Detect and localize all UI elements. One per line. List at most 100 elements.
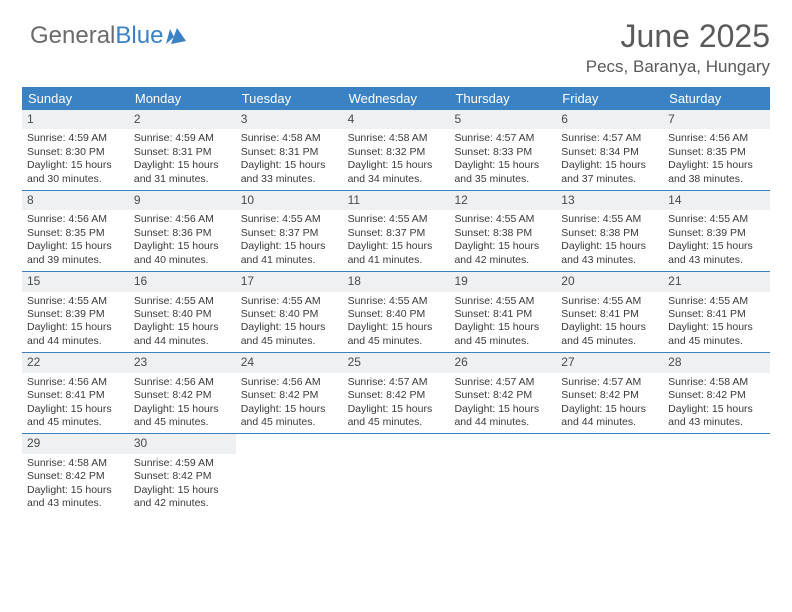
calendar-cell: 5Sunrise: 4:57 AMSunset: 8:33 PMDaylight… bbox=[449, 110, 556, 190]
sunrise-line: Sunrise: 4:56 AM bbox=[134, 213, 231, 226]
daylight-line: Daylight: 15 hours and 41 minutes. bbox=[348, 240, 445, 267]
day-number: 19 bbox=[449, 272, 556, 291]
day-header-row: SundayMondayTuesdayWednesdayThursdayFrid… bbox=[22, 87, 770, 110]
day-header: Tuesday bbox=[236, 87, 343, 110]
sunrise-line: Sunrise: 4:58 AM bbox=[27, 457, 124, 470]
day-number: 17 bbox=[236, 272, 343, 291]
cell-body: Sunrise: 4:56 AMSunset: 8:35 PMDaylight:… bbox=[22, 210, 129, 271]
calendar-cell: 20Sunrise: 4:55 AMSunset: 8:41 PMDayligh… bbox=[556, 272, 663, 352]
day-number: 10 bbox=[236, 191, 343, 210]
calendar-cell: 28Sunrise: 4:58 AMSunset: 8:42 PMDayligh… bbox=[663, 353, 770, 433]
sunrise-line: Sunrise: 4:55 AM bbox=[348, 213, 445, 226]
sunrise-line: Sunrise: 4:57 AM bbox=[348, 376, 445, 389]
sunset-line: Sunset: 8:41 PM bbox=[561, 308, 658, 321]
cell-body: Sunrise: 4:58 AMSunset: 8:32 PMDaylight:… bbox=[343, 129, 450, 190]
daylight-line: Daylight: 15 hours and 45 minutes. bbox=[241, 403, 338, 430]
sunset-line: Sunset: 8:33 PM bbox=[454, 146, 551, 159]
daylight-line: Daylight: 15 hours and 42 minutes. bbox=[454, 240, 551, 267]
logo: GeneralBlue bbox=[30, 22, 187, 50]
calendar-cell: 30Sunrise: 4:59 AMSunset: 8:42 PMDayligh… bbox=[129, 434, 236, 514]
day-number: 9 bbox=[129, 191, 236, 210]
day-header: Wednesday bbox=[343, 87, 450, 110]
cell-body: Sunrise: 4:55 AMSunset: 8:39 PMDaylight:… bbox=[22, 292, 129, 353]
sunrise-line: Sunrise: 4:55 AM bbox=[561, 295, 658, 308]
cell-body: Sunrise: 4:58 AMSunset: 8:31 PMDaylight:… bbox=[236, 129, 343, 190]
sunrise-line: Sunrise: 4:55 AM bbox=[454, 213, 551, 226]
sunset-line: Sunset: 8:42 PM bbox=[134, 470, 231, 483]
sunset-line: Sunset: 8:40 PM bbox=[134, 308, 231, 321]
cell-body: Sunrise: 4:55 AMSunset: 8:37 PMDaylight:… bbox=[236, 210, 343, 271]
calendar-cell: 24Sunrise: 4:56 AMSunset: 8:42 PMDayligh… bbox=[236, 353, 343, 433]
day-number: 11 bbox=[343, 191, 450, 210]
daylight-line: Daylight: 15 hours and 45 minutes. bbox=[454, 321, 551, 348]
calendar-cell: 26Sunrise: 4:57 AMSunset: 8:42 PMDayligh… bbox=[449, 353, 556, 433]
cell-body: Sunrise: 4:57 AMSunset: 8:33 PMDaylight:… bbox=[449, 129, 556, 190]
sunset-line: Sunset: 8:42 PM bbox=[561, 389, 658, 402]
calendar-cell bbox=[343, 434, 450, 514]
sunrise-line: Sunrise: 4:55 AM bbox=[454, 295, 551, 308]
day-number: 24 bbox=[236, 353, 343, 372]
daylight-line: Daylight: 15 hours and 45 minutes. bbox=[348, 321, 445, 348]
sunrise-line: Sunrise: 4:58 AM bbox=[241, 132, 338, 145]
calendar-cell: 1Sunrise: 4:59 AMSunset: 8:30 PMDaylight… bbox=[22, 110, 129, 190]
daylight-line: Daylight: 15 hours and 43 minutes. bbox=[668, 403, 765, 430]
sunset-line: Sunset: 8:31 PM bbox=[241, 146, 338, 159]
sunset-line: Sunset: 8:40 PM bbox=[241, 308, 338, 321]
sunrise-line: Sunrise: 4:59 AM bbox=[27, 132, 124, 145]
calendar-cell: 27Sunrise: 4:57 AMSunset: 8:42 PMDayligh… bbox=[556, 353, 663, 433]
daylight-line: Daylight: 15 hours and 43 minutes. bbox=[27, 484, 124, 511]
logo-text-gray: General bbox=[30, 22, 115, 50]
daylight-line: Daylight: 15 hours and 43 minutes. bbox=[668, 240, 765, 267]
sunrise-line: Sunrise: 4:55 AM bbox=[561, 213, 658, 226]
week-row: 29Sunrise: 4:58 AMSunset: 8:42 PMDayligh… bbox=[22, 434, 770, 514]
sunset-line: Sunset: 8:42 PM bbox=[27, 470, 124, 483]
cell-body: Sunrise: 4:56 AMSunset: 8:35 PMDaylight:… bbox=[663, 129, 770, 190]
cell-body: Sunrise: 4:57 AMSunset: 8:42 PMDaylight:… bbox=[449, 373, 556, 434]
cell-body: Sunrise: 4:58 AMSunset: 8:42 PMDaylight:… bbox=[22, 454, 129, 515]
daylight-line: Daylight: 15 hours and 44 minutes. bbox=[134, 321, 231, 348]
cell-body: Sunrise: 4:56 AMSunset: 8:42 PMDaylight:… bbox=[236, 373, 343, 434]
cell-body: Sunrise: 4:57 AMSunset: 8:34 PMDaylight:… bbox=[556, 129, 663, 190]
sunrise-line: Sunrise: 4:55 AM bbox=[668, 295, 765, 308]
sunrise-line: Sunrise: 4:56 AM bbox=[27, 376, 124, 389]
daylight-line: Daylight: 15 hours and 40 minutes. bbox=[134, 240, 231, 267]
cell-body: Sunrise: 4:55 AMSunset: 8:41 PMDaylight:… bbox=[556, 292, 663, 353]
daylight-line: Daylight: 15 hours and 42 minutes. bbox=[134, 484, 231, 511]
day-number: 18 bbox=[343, 272, 450, 291]
sunrise-line: Sunrise: 4:57 AM bbox=[561, 376, 658, 389]
day-number: 12 bbox=[449, 191, 556, 210]
sunset-line: Sunset: 8:42 PM bbox=[348, 389, 445, 402]
day-number: 3 bbox=[236, 110, 343, 129]
sunrise-line: Sunrise: 4:55 AM bbox=[134, 295, 231, 308]
sunrise-line: Sunrise: 4:59 AM bbox=[134, 132, 231, 145]
day-number: 6 bbox=[556, 110, 663, 129]
daylight-line: Daylight: 15 hours and 34 minutes. bbox=[348, 159, 445, 186]
day-number: 29 bbox=[22, 434, 129, 453]
sunrise-line: Sunrise: 4:56 AM bbox=[241, 376, 338, 389]
cell-body: Sunrise: 4:55 AMSunset: 8:41 PMDaylight:… bbox=[449, 292, 556, 353]
sunset-line: Sunset: 8:41 PM bbox=[668, 308, 765, 321]
cell-body: Sunrise: 4:55 AMSunset: 8:40 PMDaylight:… bbox=[343, 292, 450, 353]
calendar: SundayMondayTuesdayWednesdayThursdayFrid… bbox=[22, 87, 770, 515]
daylight-line: Daylight: 15 hours and 39 minutes. bbox=[27, 240, 124, 267]
sunrise-line: Sunrise: 4:55 AM bbox=[668, 213, 765, 226]
sunrise-line: Sunrise: 4:55 AM bbox=[27, 295, 124, 308]
daylight-line: Daylight: 15 hours and 41 minutes. bbox=[241, 240, 338, 267]
cell-body: Sunrise: 4:55 AMSunset: 8:40 PMDaylight:… bbox=[129, 292, 236, 353]
sunset-line: Sunset: 8:39 PM bbox=[668, 227, 765, 240]
daylight-line: Daylight: 15 hours and 30 minutes. bbox=[27, 159, 124, 186]
cell-body: Sunrise: 4:59 AMSunset: 8:30 PMDaylight:… bbox=[22, 129, 129, 190]
calendar-cell: 14Sunrise: 4:55 AMSunset: 8:39 PMDayligh… bbox=[663, 191, 770, 271]
sunset-line: Sunset: 8:38 PM bbox=[561, 227, 658, 240]
day-number: 20 bbox=[556, 272, 663, 291]
calendar-cell: 6Sunrise: 4:57 AMSunset: 8:34 PMDaylight… bbox=[556, 110, 663, 190]
day-number: 16 bbox=[129, 272, 236, 291]
cell-body: Sunrise: 4:57 AMSunset: 8:42 PMDaylight:… bbox=[556, 373, 663, 434]
calendar-cell: 25Sunrise: 4:57 AMSunset: 8:42 PMDayligh… bbox=[343, 353, 450, 433]
sunrise-line: Sunrise: 4:55 AM bbox=[348, 295, 445, 308]
calendar-cell: 2Sunrise: 4:59 AMSunset: 8:31 PMDaylight… bbox=[129, 110, 236, 190]
cell-body: Sunrise: 4:55 AMSunset: 8:37 PMDaylight:… bbox=[343, 210, 450, 271]
calendar-cell: 18Sunrise: 4:55 AMSunset: 8:40 PMDayligh… bbox=[343, 272, 450, 352]
daylight-line: Daylight: 15 hours and 44 minutes. bbox=[454, 403, 551, 430]
daylight-line: Daylight: 15 hours and 44 minutes. bbox=[561, 403, 658, 430]
